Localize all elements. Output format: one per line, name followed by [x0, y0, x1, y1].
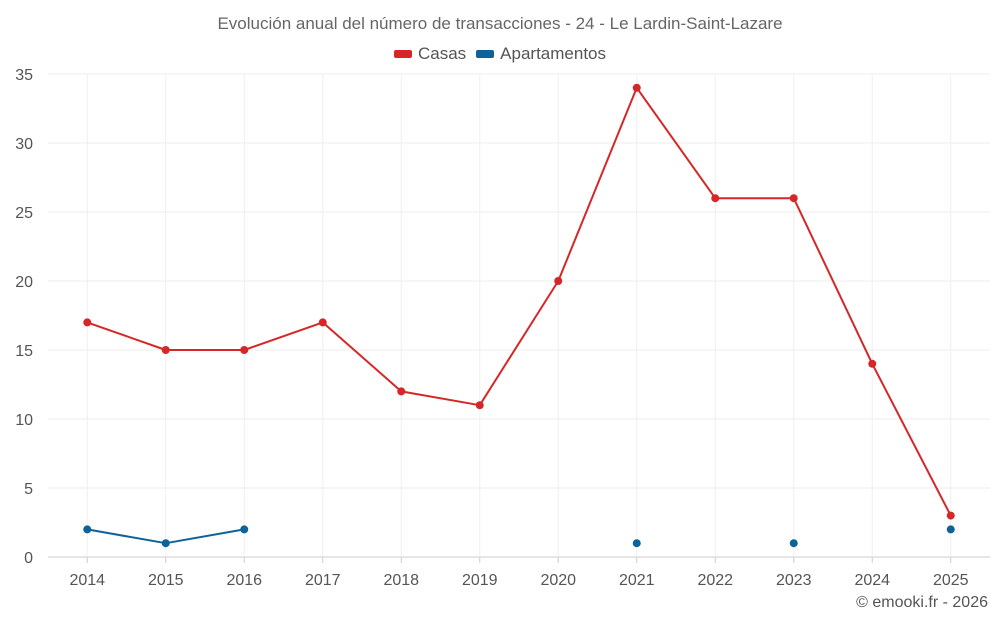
y-tick-label: 30 [15, 136, 33, 153]
legend-item-apartamentos[interactable]: Apartamentos [476, 44, 606, 64]
legend-item-casas[interactable]: Casas [393, 44, 467, 64]
y-tick-label: 15 [15, 343, 33, 360]
y-tick-label: 0 [24, 550, 33, 567]
series-line-casas [86, 86, 952, 517]
y-tick-label: 5 [24, 481, 33, 498]
y-tick-label: 25 [15, 205, 33, 222]
x-tick-label: 2016 [226, 572, 262, 589]
data-point-casas [554, 277, 563, 285]
y-tick-label: 10 [15, 412, 33, 429]
x-tick-label: 2022 [697, 572, 733, 589]
legend-swatch-apartamentos [476, 50, 495, 58]
x-tick-label: 2021 [619, 572, 655, 589]
data-point-apartamentos [240, 525, 249, 534]
data-point-apartamentos [83, 525, 92, 534]
data-point-casas [711, 194, 720, 203]
x-tick-label: 2023 [776, 572, 812, 589]
legend-label-casas: Casas [417, 44, 467, 63]
data-point-casas [632, 83, 641, 92]
x-tick-label: 2020 [540, 572, 576, 589]
credit-text: © emooki.fr - 2026 [856, 594, 988, 611]
y-tick-label: 35 [15, 67, 33, 84]
data-point-apartamentos [789, 539, 798, 548]
x-tick-label: 2015 [148, 572, 184, 589]
data-point-apartamentos [946, 525, 955, 534]
legend-label-apartamentos: Apartamentos [500, 44, 607, 63]
data-point-apartamentos [161, 539, 170, 548]
data-point-casas [789, 194, 798, 203]
data-point-casas [240, 346, 249, 354]
data-point-casas [83, 318, 92, 327]
x-tick-label: 2025 [933, 572, 969, 589]
x-tick-label: 2024 [854, 572, 890, 589]
x-tick-label: 2017 [305, 572, 341, 589]
chart-title: Evolución anual del número de transaccio… [217, 14, 783, 33]
data-point-casas [161, 346, 170, 354]
data-point-casas [318, 318, 327, 327]
chart-legend: Casas Apartamentos [0, 44, 1000, 64]
y-tick-label: 20 [15, 274, 33, 291]
data-point-casas [868, 359, 877, 368]
x-tick-label: 2014 [69, 572, 105, 589]
legend-swatch-casas [393, 50, 412, 58]
x-tick-label: 2018 [383, 572, 419, 589]
data-point-casas [397, 387, 406, 396]
data-point-casas [475, 401, 484, 410]
x-tick-label: 2019 [462, 572, 498, 589]
data-point-apartamentos [632, 539, 641, 548]
data-point-casas [946, 511, 955, 520]
